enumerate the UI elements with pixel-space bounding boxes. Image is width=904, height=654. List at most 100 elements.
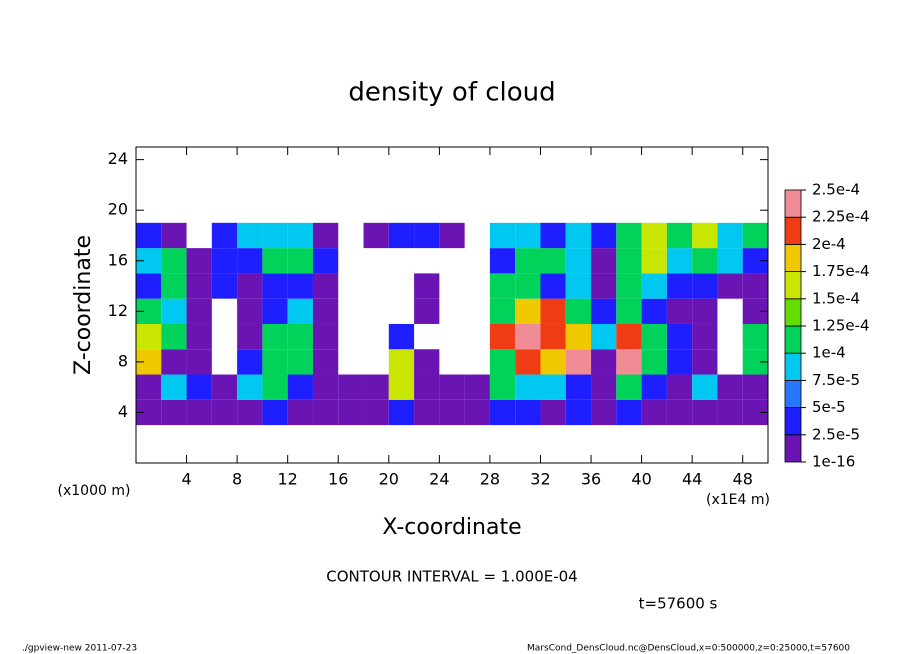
- cell: [287, 374, 313, 400]
- cell: [489, 374, 516, 400]
- cell: [515, 222, 541, 249]
- cell: [591, 298, 617, 324]
- cell: [211, 248, 238, 274]
- cell: [161, 374, 187, 400]
- cell: [616, 374, 642, 400]
- cell: [717, 222, 743, 249]
- cell: [540, 374, 566, 400]
- cell: [666, 298, 693, 324]
- cell: [237, 349, 263, 375]
- x-tick-label: 28: [480, 470, 500, 489]
- cell: [439, 399, 465, 426]
- cell: [565, 323, 592, 350]
- cell: [287, 273, 313, 299]
- colorbar-label: 1.5e-4: [812, 289, 860, 307]
- cell: [692, 399, 718, 426]
- cell: [540, 222, 566, 249]
- x-tick-label: 36: [581, 470, 601, 489]
- cell: [591, 399, 617, 426]
- cell: [641, 399, 667, 426]
- cell: [161, 298, 187, 324]
- colorbar-box: [784, 243, 802, 272]
- cell: [565, 248, 592, 274]
- colorbar-label: 1e-4: [812, 344, 846, 362]
- colorbar-label: 2.25e-4: [812, 208, 870, 226]
- colorbar-box: [784, 325, 802, 354]
- colorbar-label: 2.5e-5: [812, 425, 860, 443]
- cell: [161, 273, 187, 299]
- colorbar-label: 1.25e-4: [812, 317, 870, 335]
- cell: [641, 349, 667, 375]
- cell: [591, 349, 617, 375]
- cell: [161, 349, 187, 375]
- chart-title: density of cloud: [348, 78, 555, 108]
- cell: [312, 248, 339, 274]
- cell: [312, 222, 339, 249]
- cell: [641, 323, 667, 350]
- annotation: CONTOUR INTERVAL = 1.000E-04: [326, 568, 577, 586]
- cell: [262, 298, 288, 324]
- cell: [616, 273, 642, 299]
- cell: [439, 222, 465, 249]
- cell: [388, 323, 415, 350]
- y-axis-label: Z-coordinate: [71, 235, 96, 375]
- cell: [692, 222, 718, 249]
- cell: [262, 273, 288, 299]
- cell: [312, 399, 339, 426]
- cell: [312, 298, 339, 324]
- cell: [186, 298, 212, 324]
- y-tick-label: 8: [118, 351, 128, 370]
- colorbar-label: 1e-16: [812, 453, 855, 471]
- cell: [414, 298, 440, 324]
- cell: [692, 298, 718, 324]
- cell: [211, 222, 238, 249]
- cell: [515, 298, 541, 324]
- cell: [388, 222, 415, 249]
- x-tick-label: 48: [733, 470, 753, 489]
- colorbar-label: 2.5e-4: [812, 181, 860, 199]
- cell: [414, 222, 440, 249]
- colorbar-box: [784, 189, 802, 218]
- cell: [186, 323, 212, 350]
- x-tick-label: 24: [429, 470, 449, 489]
- cell: [515, 399, 541, 426]
- cell: [666, 323, 693, 350]
- cell: [565, 273, 592, 299]
- cell: [666, 222, 693, 249]
- cell: [616, 248, 642, 274]
- cell: [211, 399, 238, 426]
- cell: [161, 222, 187, 249]
- cell: [515, 374, 541, 400]
- y-tick-label: 20: [108, 200, 128, 219]
- x-tick-label: 44: [682, 470, 702, 489]
- cell: [262, 399, 288, 426]
- cell: [388, 374, 415, 400]
- cell: [414, 349, 440, 375]
- cell: [540, 323, 566, 350]
- colorbar-box: [784, 298, 802, 327]
- cell: [717, 374, 743, 400]
- cell: [237, 248, 263, 274]
- cell: [641, 273, 667, 299]
- cell: [186, 248, 212, 274]
- cell: [641, 298, 667, 324]
- cell: [414, 374, 440, 400]
- cell: [616, 323, 642, 350]
- cell: [489, 248, 516, 274]
- cell: [211, 273, 238, 299]
- cell: [591, 222, 617, 249]
- annotation: t=57600 s: [639, 595, 718, 613]
- y-tick-label: 16: [108, 250, 128, 269]
- cell: [565, 349, 592, 375]
- cell: [338, 399, 364, 426]
- cell: [136, 222, 162, 249]
- cell: [262, 374, 288, 400]
- cell: [489, 399, 516, 426]
- cell: [161, 399, 187, 426]
- cell: [515, 323, 541, 350]
- cell: [616, 399, 642, 426]
- cell: [540, 399, 566, 426]
- cell: [616, 222, 642, 249]
- x-tick-label: 8: [232, 470, 242, 489]
